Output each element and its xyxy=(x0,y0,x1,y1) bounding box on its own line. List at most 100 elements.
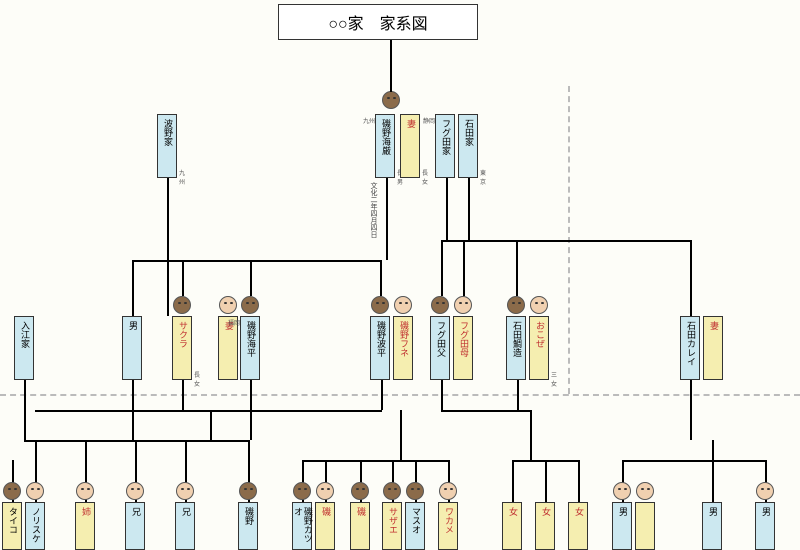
face-icon xyxy=(26,482,44,500)
node-umihei: 磯野海平福岡 xyxy=(240,316,260,380)
connector-v xyxy=(441,240,443,296)
connector-v xyxy=(132,260,134,316)
node-ishida: 石田家東京 xyxy=(458,114,478,178)
node-g3c: 姉 xyxy=(75,502,95,550)
node-g3r: 男 xyxy=(702,502,722,550)
face-icon xyxy=(756,482,774,500)
tag-right: 九州 xyxy=(179,168,185,186)
node-box: 女 xyxy=(568,502,588,550)
node-label: 男 xyxy=(127,321,137,330)
connector-h xyxy=(302,460,450,462)
node-label: 男 xyxy=(617,507,627,516)
connector-v xyxy=(578,460,580,502)
node-g3a: タイコ xyxy=(2,502,22,550)
connector-v xyxy=(167,178,169,316)
node-right1y: 妻 xyxy=(703,316,723,380)
connector-v xyxy=(545,460,547,502)
node-box: 男 xyxy=(702,502,722,550)
face-icon xyxy=(454,296,472,314)
node-g3k: マスオ xyxy=(405,502,425,550)
connector-v xyxy=(446,178,448,240)
face-icon xyxy=(439,482,457,500)
node-ishiday: おこぜ三女 xyxy=(529,316,549,380)
node-g3g: 磯野カツオ xyxy=(292,502,312,550)
node-box: フグ田母 xyxy=(453,316,473,380)
node-box: 男 xyxy=(755,502,775,550)
node-label: 磯 xyxy=(355,507,365,516)
node-label: 石田カレイ xyxy=(685,321,695,366)
node-label: 女 xyxy=(507,507,517,516)
node-label: フグ田父 xyxy=(435,321,445,357)
node-box: 磯野フネ xyxy=(393,316,413,380)
connector-h xyxy=(441,240,691,242)
node-label: 女 xyxy=(573,507,583,516)
node-box: タイコ xyxy=(2,502,22,550)
node-label: ノリスケ xyxy=(30,507,40,543)
root-face xyxy=(382,91,400,109)
node-label: 波野家 xyxy=(162,119,172,146)
node-box: サザエ xyxy=(382,502,402,550)
tag-right: 東京 xyxy=(480,168,486,186)
node-fugufat: フグ田父 xyxy=(430,316,450,380)
node-g3n: 女 xyxy=(535,502,555,550)
node-label: 妻 xyxy=(708,321,718,330)
node-label: 磯野カツオ xyxy=(292,507,312,545)
face-icon xyxy=(383,482,401,500)
node-box: 磯 xyxy=(350,502,370,550)
node-box: 妻 xyxy=(703,316,723,380)
node-box: 女 xyxy=(502,502,522,550)
face-icon xyxy=(76,482,94,500)
title-text: ○○家 家系図 xyxy=(328,10,427,34)
tag-left: 九州 xyxy=(363,116,375,125)
connector-v xyxy=(380,260,382,296)
node-label: 石田鯛造 xyxy=(511,321,521,357)
node-label: サクラ xyxy=(177,321,187,348)
face-icon xyxy=(176,482,194,500)
node-label: 磯 xyxy=(320,507,330,516)
face-icon xyxy=(371,296,389,314)
node-hatano: 波野家九州 xyxy=(157,114,177,178)
node-fugu: フグ田家静岡 xyxy=(435,114,455,178)
face-icon xyxy=(530,296,548,314)
connector-h xyxy=(182,410,382,412)
node-g3o: 女 xyxy=(568,502,588,550)
node-g3f: 磯野 xyxy=(238,502,258,550)
connector-v xyxy=(517,380,519,410)
connector-v xyxy=(690,380,692,440)
node-label: 兄 xyxy=(130,507,140,516)
node-box: 妻 xyxy=(400,114,420,178)
node-box: 兄 xyxy=(125,502,145,550)
node-g3i: 磯 xyxy=(350,502,370,550)
node-label: 磯野波平 xyxy=(375,321,385,357)
connector-v xyxy=(468,178,470,240)
connector-h xyxy=(441,410,531,412)
node-box: 男 xyxy=(122,316,142,380)
face-icon xyxy=(239,482,257,500)
connector-v xyxy=(182,260,184,296)
node-fugumot: フグ田母 xyxy=(453,316,473,380)
node-label: 女 xyxy=(540,507,550,516)
node-isono1: 磯野海厳九州長男 xyxy=(375,114,395,178)
node-box: 磯野海平 xyxy=(240,316,260,380)
node-y1: サクラ長女 xyxy=(172,316,192,380)
node-label: 磯野海厳 xyxy=(380,119,390,155)
node-label: フグ田母 xyxy=(458,321,468,357)
node-g3p: 男 xyxy=(612,502,632,550)
node-g3s: 男 xyxy=(755,502,775,550)
face-icon xyxy=(613,482,631,500)
node-label: 兄 xyxy=(180,507,190,516)
node-g3b: ノリスケ xyxy=(25,502,45,550)
node-namihei: 磯野波平 xyxy=(370,316,390,380)
node-label: 男 xyxy=(707,507,717,516)
face-icon xyxy=(3,482,21,500)
connector-h xyxy=(24,440,250,442)
node-right1: 石田カレイ xyxy=(680,316,700,380)
node-isonoy: 磯野フネ xyxy=(393,316,413,380)
connector-v xyxy=(441,380,443,410)
face-icon xyxy=(351,482,369,500)
face-icon xyxy=(173,296,191,314)
node-box: マスオ xyxy=(405,502,425,550)
connector-v xyxy=(400,410,402,460)
node-otoko1: 男 xyxy=(122,316,142,380)
face-icon xyxy=(219,296,237,314)
